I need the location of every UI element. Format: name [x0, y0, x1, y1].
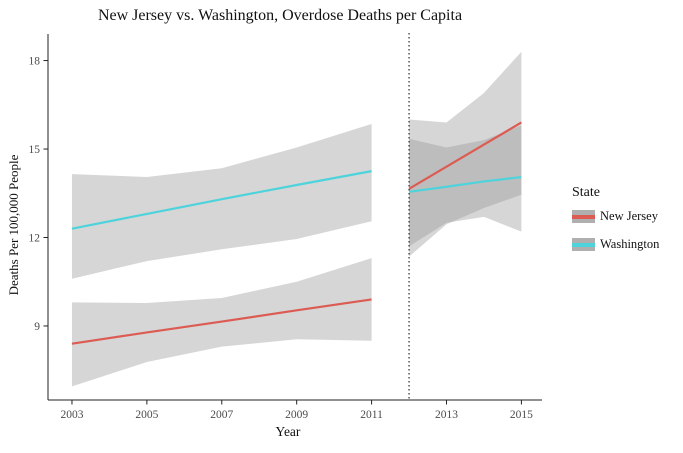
x-tick-label: 2013 — [435, 409, 458, 421]
legend-label-washington: Washington — [600, 237, 660, 251]
new-jersey-line-swatch — [572, 214, 595, 219]
legend-item-new-jersey: New Jersey — [572, 209, 659, 224]
legend-item-washington: Washington — [572, 237, 659, 252]
legend-key-washington — [572, 238, 595, 251]
legend-label-new-jersey: New Jersey — [600, 209, 658, 223]
y-tick-label: 15 — [29, 144, 41, 156]
x-tick-label: 2009 — [285, 409, 308, 421]
y-tick-label: 12 — [29, 232, 41, 244]
legend-title: State — [572, 185, 600, 200]
line-new-jersey-pre-2012 — [71, 298, 372, 345]
line-washington-post-2012 — [408, 175, 522, 193]
ribbon-washington-post-2012 — [409, 125, 522, 247]
legend: State New Jersey Washington — [572, 185, 659, 265]
line-washington-pre-2012 — [71, 170, 372, 230]
ribbon-washington-pre-2012 — [71, 123, 372, 279]
x-tick-label: 2005 — [135, 409, 158, 421]
washington-line-swatch — [572, 242, 595, 247]
y-tick-label: 18 — [29, 56, 41, 68]
x-tick-label: 2003 — [60, 409, 83, 421]
y-tick-label: 9 — [34, 321, 40, 333]
line-new-jersey-post-2012 — [408, 121, 522, 190]
ribbon-new-jersey-post-2012 — [409, 51, 522, 257]
chart-title: New Jersey vs. Washington, Overdose Deat… — [97, 7, 463, 24]
x-tick-label: 2007 — [210, 409, 233, 421]
x-axis-title: Year — [275, 424, 301, 439]
x-tick-label: 2011 — [360, 409, 383, 421]
x-tick-label: 2015 — [510, 409, 533, 421]
legend-key-new-jersey — [572, 210, 595, 223]
